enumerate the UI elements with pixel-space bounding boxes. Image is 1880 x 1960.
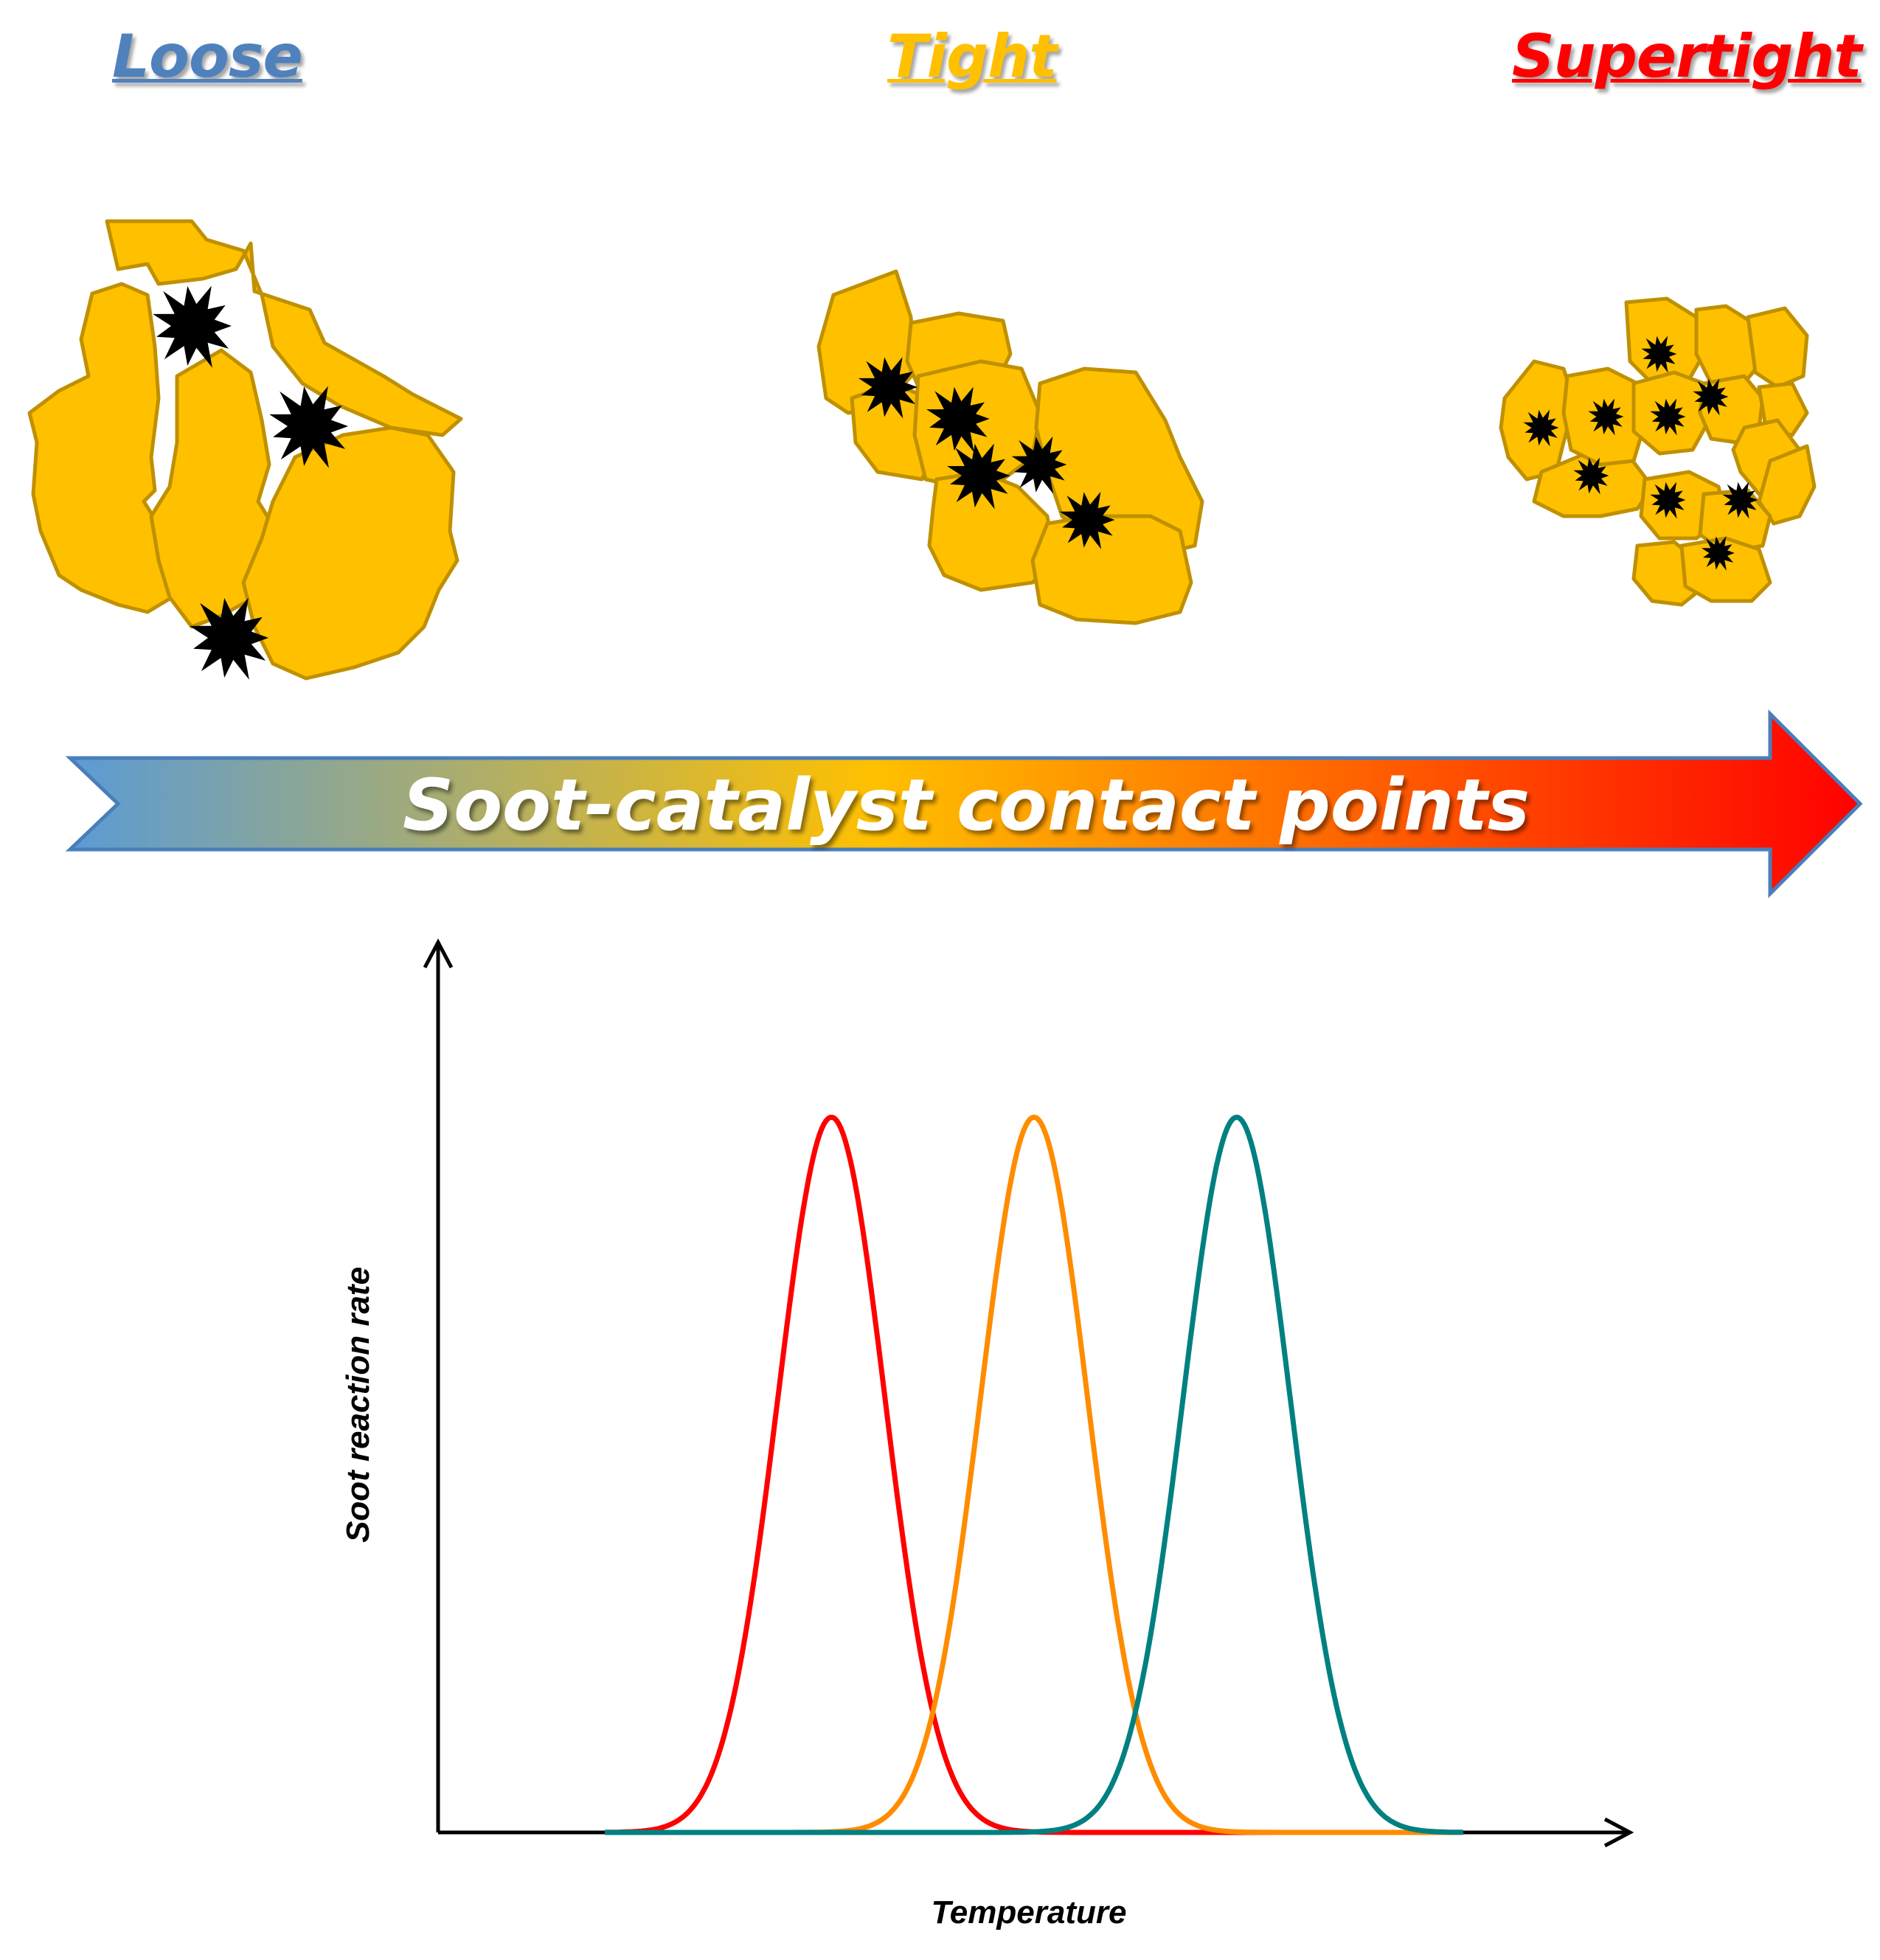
catalyst-particle bbox=[1030, 514, 1193, 625]
soot-particle bbox=[1693, 378, 1729, 416]
catalyst-particle bbox=[27, 282, 194, 614]
series-group bbox=[605, 1114, 1463, 1835]
soot-particle bbox=[1641, 336, 1677, 373]
soot-particle bbox=[1059, 491, 1115, 549]
catalyst-particle bbox=[912, 359, 1042, 489]
soot-particle bbox=[1588, 398, 1624, 436]
supertight-contact-label: Supertight bbox=[1512, 22, 1862, 91]
soot-particle bbox=[858, 357, 918, 419]
reaction-rate-chart: Temperature Soot reaction rate bbox=[340, 938, 1634, 1931]
soot-particle bbox=[1011, 436, 1067, 494]
soot-particle bbox=[947, 443, 1010, 510]
y-axis bbox=[423, 938, 454, 1832]
catalyst-particle bbox=[927, 470, 1057, 592]
soot-particle bbox=[190, 597, 268, 680]
x-axis-title: Temperature bbox=[932, 1894, 1127, 1931]
catalyst-particle bbox=[105, 219, 463, 437]
soot-particle bbox=[1701, 536, 1735, 571]
catalyst-particle bbox=[1746, 306, 1809, 389]
contact-points-arrow: Soot-catalyst contact points bbox=[65, 709, 1863, 899]
rate-curve-3 bbox=[605, 1114, 1463, 1835]
rate-curve-1 bbox=[605, 1114, 1463, 1835]
rate-curve-2 bbox=[605, 1114, 1463, 1835]
soot-particle bbox=[926, 386, 990, 453]
loose-aggregate bbox=[27, 219, 463, 681]
soot-particle bbox=[1523, 409, 1559, 447]
soot-particle bbox=[269, 386, 348, 468]
soot-particle bbox=[1650, 398, 1686, 436]
catalyst-particle bbox=[241, 425, 459, 681]
tight-aggregate bbox=[816, 269, 1204, 625]
soot-particle bbox=[1650, 482, 1686, 519]
tight-contact-label: Tight bbox=[887, 22, 1057, 91]
y-axis-title: Soot reaction rate bbox=[340, 1267, 376, 1543]
supertight-aggregate bbox=[1499, 296, 1817, 607]
soot-particle bbox=[1573, 457, 1609, 495]
arrow-label: Soot-catalyst contact points bbox=[403, 764, 1530, 847]
soot-particle bbox=[1722, 482, 1758, 519]
catalyst-particle bbox=[1694, 304, 1761, 389]
soot-particle bbox=[153, 285, 232, 368]
loose-contact-label: Loose bbox=[112, 22, 303, 91]
